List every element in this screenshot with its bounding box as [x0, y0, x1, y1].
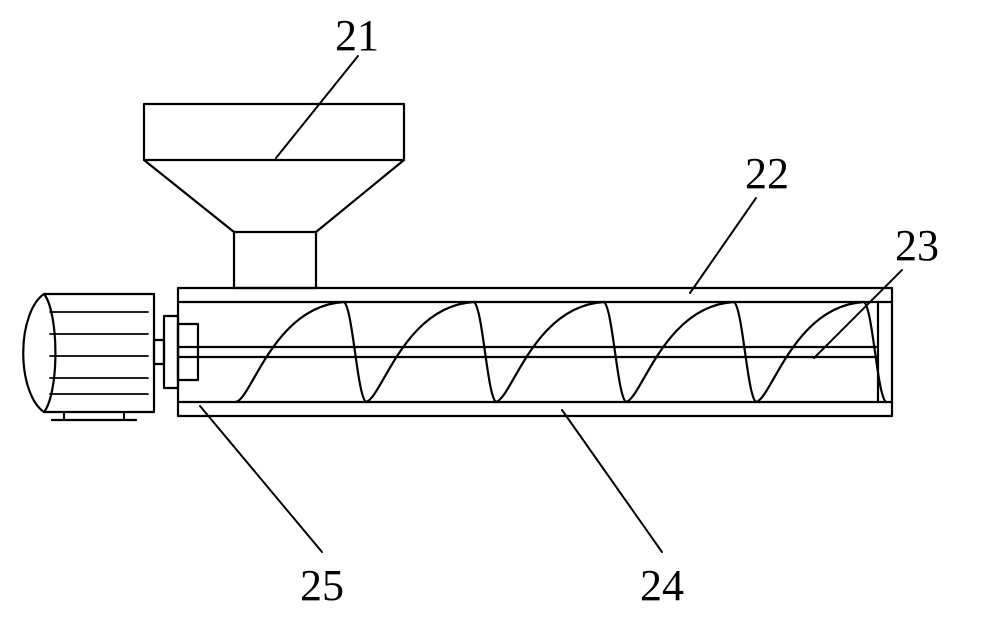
leader-line — [200, 406, 322, 552]
motor-endcap-outer — [23, 294, 44, 412]
leader-line — [562, 410, 662, 552]
helix-front — [756, 302, 864, 402]
coupling-flange — [164, 316, 178, 388]
helix-back — [864, 302, 886, 402]
label-23: 23 — [895, 220, 939, 271]
hopper-top — [144, 104, 404, 160]
leader-line — [276, 56, 358, 158]
helix-front — [626, 302, 734, 402]
label-21: 21 — [335, 10, 379, 61]
hopper-funnel — [144, 160, 404, 232]
helix-front — [366, 302, 474, 402]
helix-back — [734, 302, 756, 402]
coupling-stub — [154, 340, 164, 364]
label-22: 22 — [745, 148, 789, 199]
helix-back — [604, 302, 626, 402]
label-24: 24 — [640, 560, 684, 611]
helix-back — [344, 302, 366, 402]
label-25: 25 — [300, 560, 344, 611]
helix-front — [236, 302, 344, 402]
hopper-neck — [234, 232, 316, 288]
helix-front — [496, 302, 604, 402]
leader-line — [690, 198, 756, 293]
helix-back — [474, 302, 496, 402]
coupling-block — [178, 324, 198, 380]
barrel-outer — [178, 288, 892, 416]
